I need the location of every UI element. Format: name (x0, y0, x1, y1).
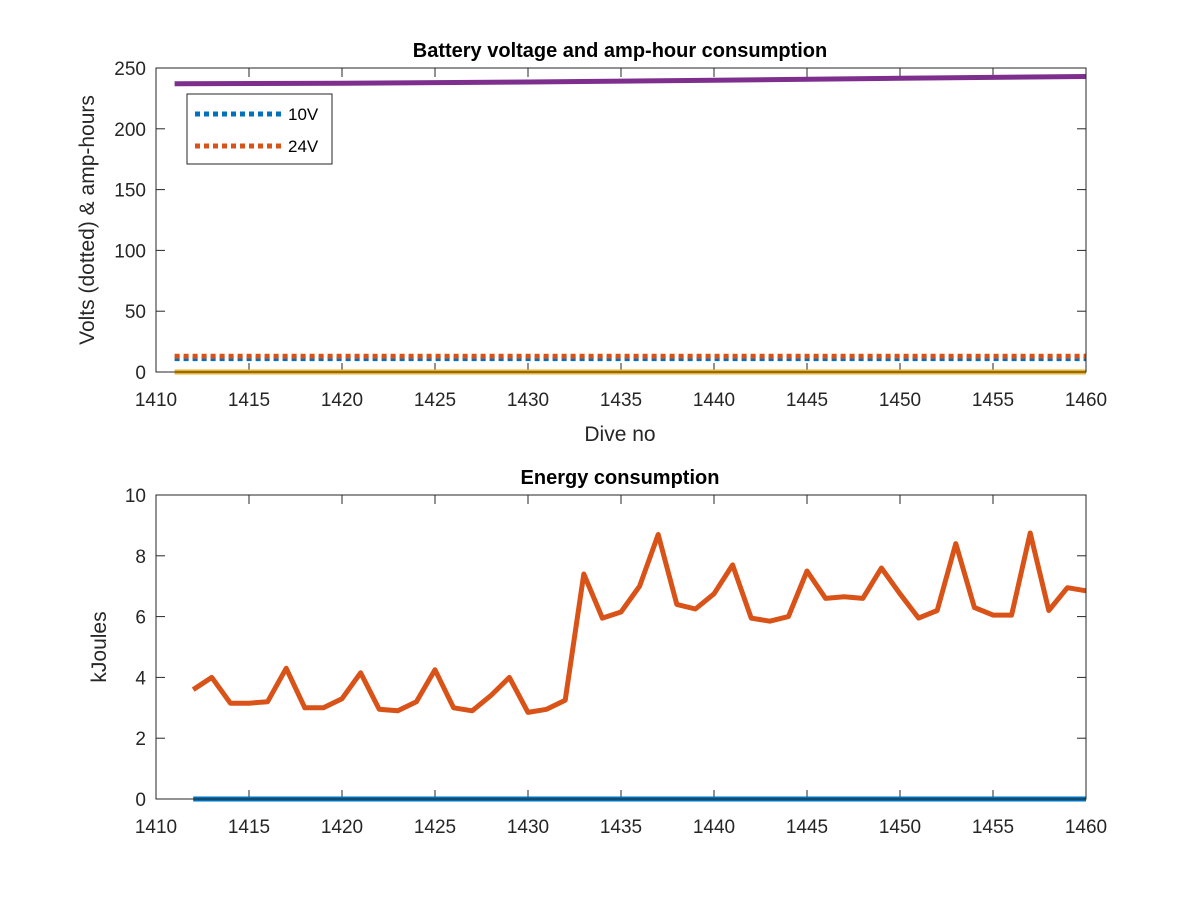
y-tick-label: 150 (114, 181, 146, 202)
y-tick-label: 50 (125, 302, 146, 323)
y-tick-label: 200 (114, 120, 146, 141)
y-tick-label: 6 (135, 608, 146, 629)
x-tick-label: 1420 (321, 390, 363, 411)
energy-consumption-chart: Energy consumption kJoules 1410 1415 1420 1… (88, 467, 1107, 838)
legend-box (186, 93, 333, 165)
y-tick-label: 4 (135, 668, 146, 689)
chart-2-frame (155, 494, 1087, 800)
x-tick-label: 1455 (972, 817, 1014, 838)
x-tick-label: 1410 (135, 817, 177, 838)
x-tick-label: 1425 (414, 817, 456, 838)
y-tick-label: 0 (135, 363, 146, 384)
x-tick-label: 1415 (228, 390, 270, 411)
y-tick-label: 8 (135, 547, 146, 568)
battery-voltage-chart: Battery voltage and amp-hour consumption… (76, 40, 1107, 446)
chart-1-ticks: 1410 1415 1420 1425 1430 1435 1440 1445 1450 1455… (114, 59, 1107, 411)
x-tick-label: 1445 (786, 817, 828, 838)
x-tick-label: 1420 (321, 817, 363, 838)
y-tick-label: 100 (114, 241, 146, 262)
x-tick-label: 1455 (972, 390, 1014, 411)
legend-label-24v: 24V (288, 137, 319, 156)
chart-1-ylabel: Volts (dotted) & amp-hours (76, 95, 99, 345)
y-tick-label: 0 (135, 790, 146, 811)
x-tick-label: 1425 (414, 390, 456, 411)
x-tick-label: 1430 (507, 817, 549, 838)
x-tick-label: 1460 (1065, 390, 1107, 411)
x-tick-label: 1410 (135, 390, 177, 411)
y-tick-label: 10 (125, 486, 146, 507)
chart-2-ylabel: kJoules (88, 611, 111, 682)
x-tick-label: 1430 (507, 390, 549, 411)
x-tick-label: 1440 (693, 390, 735, 411)
y-tick-label: 250 (114, 59, 146, 80)
y-tick-label: 2 (135, 729, 146, 750)
chart-1-legend: 10V 24V (186, 93, 333, 165)
chart-2-title: Energy consumption (521, 467, 720, 489)
chart-1-title: Battery voltage and amp-hour consumption (413, 40, 827, 62)
x-tick-label: 1450 (879, 390, 921, 411)
x-tick-label: 1460 (1065, 817, 1107, 838)
x-tick-label: 1445 (786, 390, 828, 411)
x-tick-label: 1435 (600, 390, 642, 411)
chart-2-series-0-line (191, 530, 1087, 715)
x-tick-label: 1450 (879, 817, 921, 838)
x-tick-label: 1415 (228, 817, 270, 838)
legend-label-10v: 10V (288, 105, 319, 124)
x-tick-label: 1440 (693, 817, 735, 838)
chart-1-frame (155, 67, 1087, 373)
chart-1-series-3-line (174, 74, 1087, 87)
chart-1-xlabel: Dive no (584, 423, 655, 446)
x-tick-label: 1435 (600, 817, 642, 838)
chart-2-ticks: 1410 1415 1420 1425 1430 1435 1440 1445 1450 1455… (125, 486, 1107, 838)
